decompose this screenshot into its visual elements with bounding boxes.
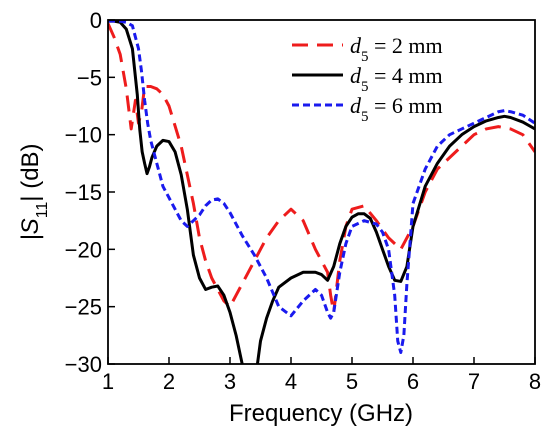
y-tick-label: −30 (65, 352, 102, 377)
y-axis-title-var: |S (17, 218, 44, 240)
y-axis-title-rest: | (dB) (17, 143, 44, 201)
y-tick-label: −20 (65, 237, 102, 262)
x-tick-label: 5 (346, 369, 358, 394)
x-tick-label: 4 (285, 369, 297, 394)
x-tick-label: 7 (468, 369, 480, 394)
x-axis: 1 2 3 4 5 6 7 8 (102, 357, 541, 394)
x-tick-label: 8 (529, 369, 541, 394)
y-tick-label: 0 (90, 8, 102, 33)
series-line-1 (108, 22, 535, 314)
x-axis-title: Frequency (GHz) (229, 400, 413, 427)
legend-label-1: d5 = 2 mm (350, 33, 443, 65)
series-group (108, 20, 535, 364)
y-axis-title: |S11| (dB) (17, 143, 51, 240)
plot-frame (107, 19, 536, 365)
y-tick-label: −5 (77, 65, 102, 90)
y-tick-label: −10 (65, 123, 102, 148)
x-tick-label: 3 (224, 369, 236, 394)
legend-label-2: d5 = 4 mm (350, 63, 443, 95)
x-tick-label: 6 (407, 369, 419, 394)
x-tick-label: 1 (102, 369, 114, 394)
legend-label-3: d5 = 6 mm (350, 93, 443, 125)
y-axis: 0 −5 −10 −15 −20 −25 −30 (65, 8, 115, 377)
y-tick-label: −15 (65, 180, 102, 205)
series-line-3 (108, 20, 535, 355)
x-tick-label: 2 (163, 369, 175, 394)
y-tick-label: −25 (65, 295, 102, 320)
series-line-2 (108, 20, 535, 364)
y-axis-title-sub: 11 (34, 202, 51, 219)
